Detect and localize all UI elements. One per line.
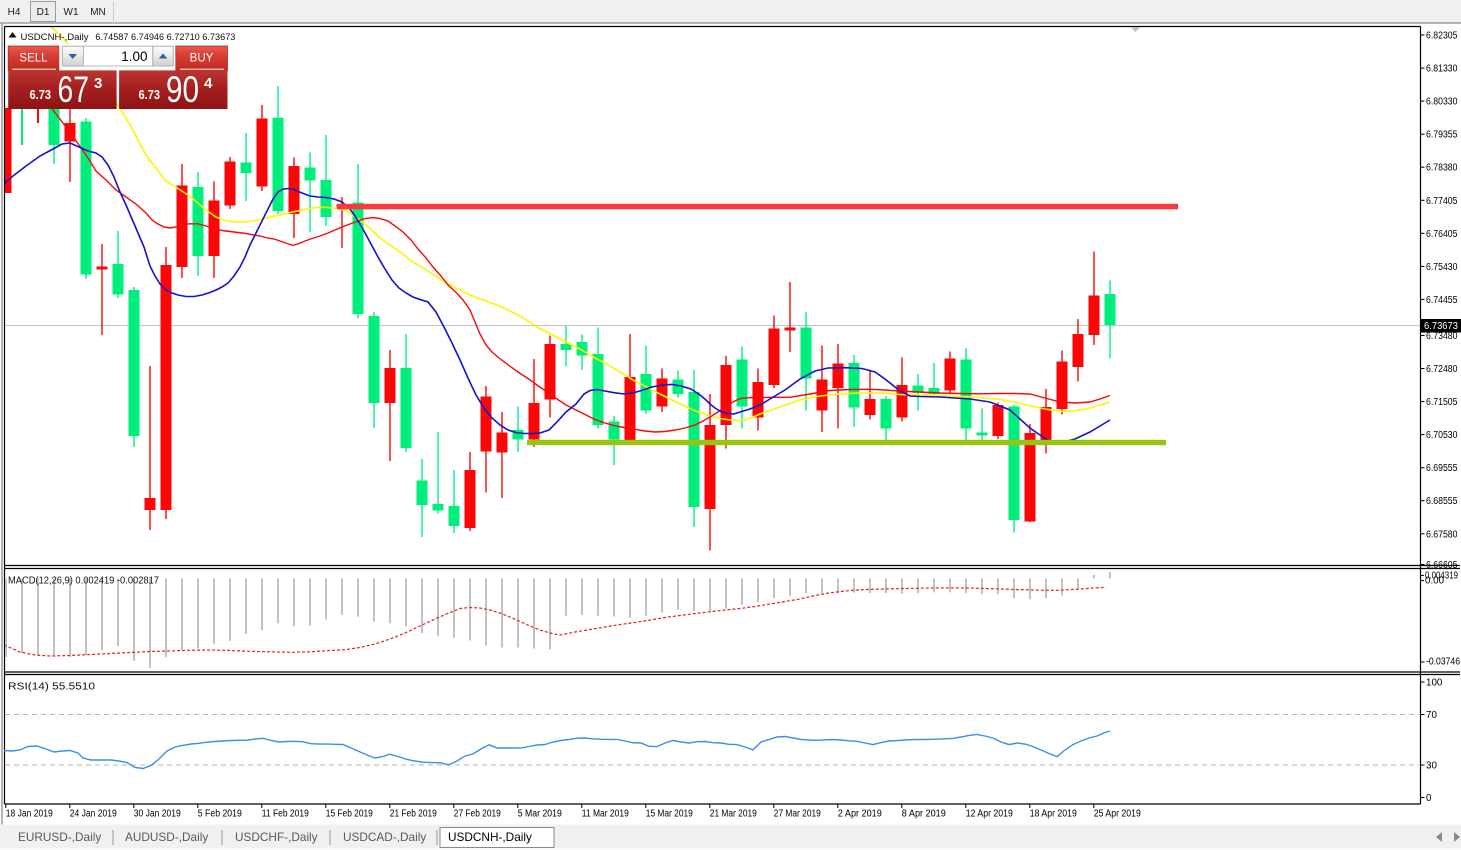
svg-text:6.79355: 6.79355 — [1426, 130, 1458, 141]
svg-text:90: 90 — [166, 69, 199, 110]
svg-text:D1: D1 — [37, 7, 50, 18]
svg-text:6.73: 6.73 — [30, 88, 52, 102]
svg-text:0.00: 0.00 — [1425, 576, 1445, 587]
svg-text:2 Apr 2019: 2 Apr 2019 — [838, 809, 882, 820]
svg-text:27 Feb 2019: 27 Feb 2019 — [454, 809, 501, 820]
svg-text:8 Apr 2019: 8 Apr 2019 — [902, 809, 946, 820]
svg-text:24 Jan 2019: 24 Jan 2019 — [70, 809, 117, 820]
svg-text:6.80330: 6.80330 — [1426, 97, 1458, 108]
svg-text:5 Feb 2019: 5 Feb 2019 — [198, 809, 242, 820]
svg-text:3: 3 — [94, 75, 102, 92]
svg-text:6.81330: 6.81330 — [1426, 64, 1458, 75]
svg-text:MN: MN — [90, 7, 106, 18]
svg-text:21 Mar 2019: 21 Mar 2019 — [710, 809, 757, 820]
svg-text:MACD(12,26,9) 0.002419 -0.0028: MACD(12,26,9) 0.002419 -0.002817 — [8, 576, 159, 587]
svg-text:27 Mar 2019: 27 Mar 2019 — [774, 809, 821, 820]
svg-text:6.72480: 6.72480 — [1426, 364, 1458, 375]
svg-text:6.76405: 6.76405 — [1426, 229, 1458, 240]
svg-text:6.75430: 6.75430 — [1426, 262, 1458, 273]
svg-text:18 Jan 2019: 18 Jan 2019 — [6, 809, 53, 820]
svg-text:30: 30 — [1426, 761, 1437, 772]
svg-text:15 Feb 2019: 15 Feb 2019 — [326, 809, 373, 820]
svg-text:21 Feb 2019: 21 Feb 2019 — [390, 809, 437, 820]
svg-text:6.68555: 6.68555 — [1426, 496, 1458, 507]
svg-text:USDCNH-,Daily: USDCNH-,Daily — [21, 32, 89, 43]
svg-text:1.00: 1.00 — [121, 49, 147, 64]
svg-text:6.73673: 6.73673 — [1424, 321, 1459, 332]
svg-text:5 Mar 2019: 5 Mar 2019 — [518, 809, 562, 820]
svg-text:USDCNH-,Daily: USDCNH-,Daily — [448, 830, 532, 844]
svg-text:EURUSD-,Daily: EURUSD-,Daily — [18, 830, 101, 844]
svg-text:6.78380: 6.78380 — [1426, 163, 1458, 174]
svg-text:6.70530: 6.70530 — [1426, 430, 1458, 441]
svg-text:11 Feb 2019: 11 Feb 2019 — [262, 809, 309, 820]
svg-text:USDCHF-,Daily: USDCHF-,Daily — [235, 830, 318, 844]
svg-text:6.73480: 6.73480 — [1426, 331, 1458, 342]
svg-text:-0.03746: -0.03746 — [1426, 657, 1460, 668]
svg-text:67: 67 — [58, 69, 90, 110]
svg-text:USDCAD-,Daily: USDCAD-,Daily — [343, 830, 426, 844]
svg-text:SELL: SELL — [19, 53, 48, 65]
svg-text:AUDUSD-,Daily: AUDUSD-,Daily — [125, 830, 208, 844]
svg-text:12 Apr 2019: 12 Apr 2019 — [966, 809, 1013, 820]
svg-text:H4: H4 — [8, 7, 21, 18]
svg-text:6.82305: 6.82305 — [1426, 31, 1458, 42]
svg-text:11 Mar 2019: 11 Mar 2019 — [582, 809, 629, 820]
svg-text:6.74587 6.74946 6.72710 6.7367: 6.74587 6.74946 6.72710 6.73673 — [95, 32, 235, 43]
svg-text:4: 4 — [204, 75, 213, 92]
svg-text:70: 70 — [1426, 710, 1437, 721]
svg-text:0: 0 — [1426, 793, 1432, 804]
svg-text:BUY: BUY — [190, 53, 214, 65]
svg-text:15 Mar 2019: 15 Mar 2019 — [646, 809, 693, 820]
svg-text:100: 100 — [1426, 678, 1443, 689]
svg-text:30 Jan 2019: 30 Jan 2019 — [134, 809, 181, 820]
svg-text:6.69555: 6.69555 — [1426, 463, 1458, 474]
svg-text:6.73: 6.73 — [139, 88, 161, 102]
svg-text:W1: W1 — [64, 7, 79, 18]
svg-text:6.74455: 6.74455 — [1426, 295, 1458, 306]
svg-text:18 Apr 2019: 18 Apr 2019 — [1030, 809, 1077, 820]
svg-text:25 Apr 2019: 25 Apr 2019 — [1094, 809, 1141, 820]
svg-text:6.71505: 6.71505 — [1426, 397, 1458, 408]
svg-text:0.004319: 0.004319 — [1425, 571, 1458, 582]
svg-text:6.77405: 6.77405 — [1426, 196, 1458, 207]
svg-text:RSI(14) 55.5510: RSI(14) 55.5510 — [8, 682, 96, 693]
svg-text:6.67580: 6.67580 — [1426, 529, 1458, 540]
